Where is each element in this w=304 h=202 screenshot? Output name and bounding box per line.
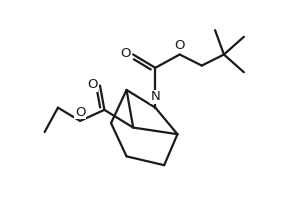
Text: O: O bbox=[75, 106, 85, 119]
Text: O: O bbox=[120, 47, 130, 60]
Text: O: O bbox=[87, 78, 98, 91]
Text: O: O bbox=[174, 39, 185, 52]
Text: N: N bbox=[150, 90, 160, 103]
